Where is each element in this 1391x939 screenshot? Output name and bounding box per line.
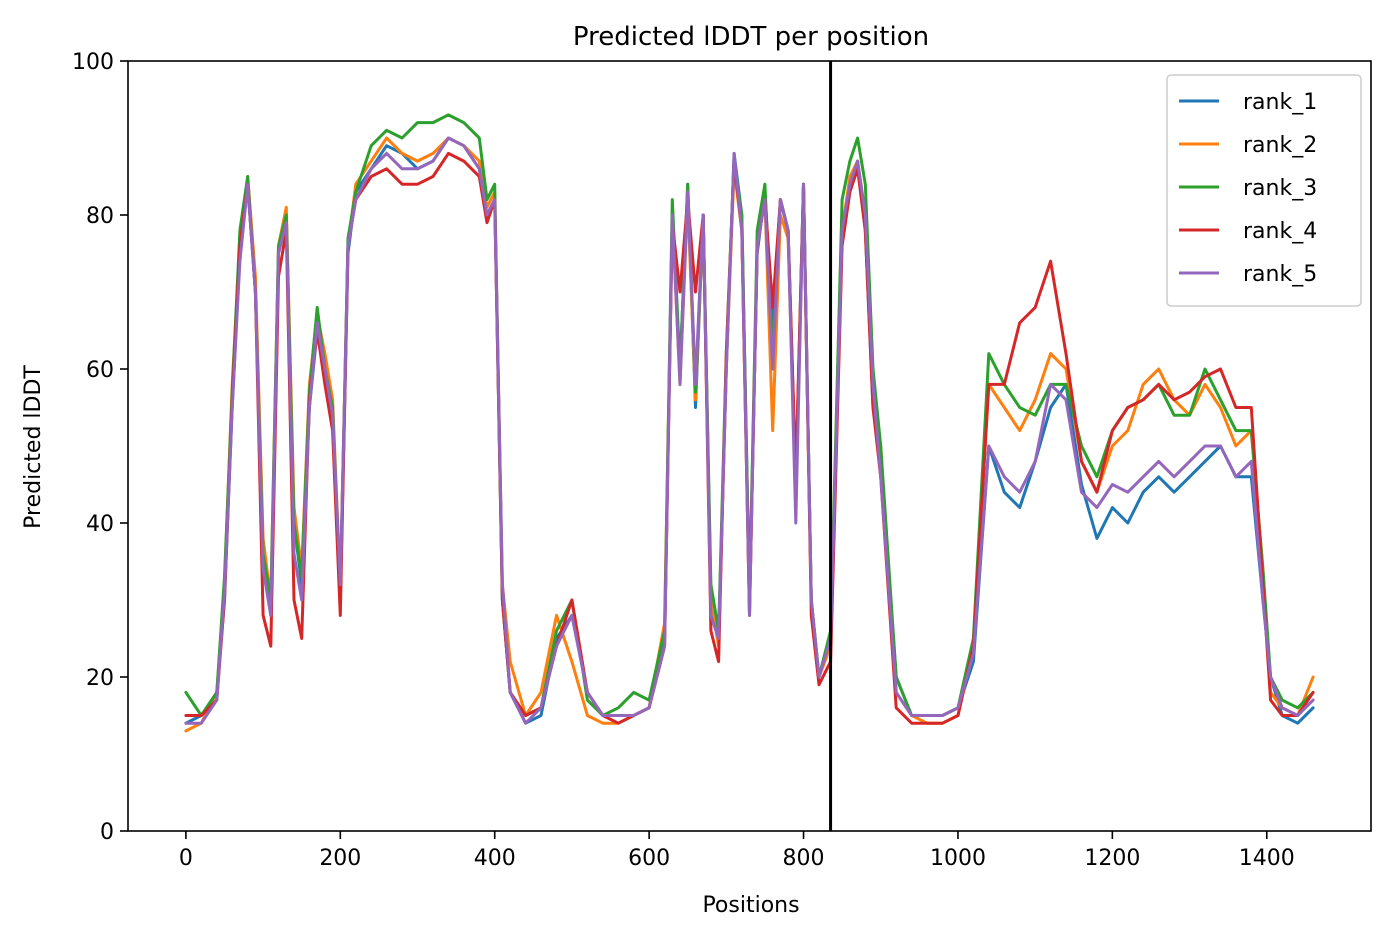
y-tick-label: 0 — [100, 820, 114, 845]
y-tick-label: 20 — [86, 666, 114, 691]
y-tick-label: 40 — [86, 512, 114, 537]
x-tick-label: 1000 — [930, 846, 986, 871]
legend-label: rank_2 — [1243, 133, 1317, 158]
x-tick-label: 1200 — [1084, 846, 1140, 871]
series-line-rank-2 — [184, 136, 1315, 733]
legend-label: rank_1 — [1243, 90, 1317, 115]
x-tick-label: 800 — [783, 846, 825, 871]
y-tick-label: 80 — [86, 204, 114, 229]
legend-label: rank_5 — [1243, 262, 1317, 287]
plot-area — [184, 61, 1315, 831]
y-tick-label: 60 — [86, 358, 114, 383]
series-line-rank-5 — [184, 136, 1315, 725]
legend-label: rank_4 — [1243, 219, 1317, 244]
x-tick-label: 400 — [474, 846, 516, 871]
legend: rank_1 rank_2 rank_3 rank_4 rank_5 — [1166, 74, 1362, 307]
x-tick-label: 200 — [319, 846, 361, 871]
x-tick-label: 600 — [628, 846, 670, 871]
x-axis-label: Positions — [702, 893, 799, 918]
series-group — [184, 113, 1315, 733]
y-axis-label: Predicted lDDT — [21, 365, 46, 529]
series-line-rank-4 — [184, 151, 1315, 725]
y-tick-label: 100 — [72, 50, 114, 75]
legend-label: rank_3 — [1243, 176, 1317, 201]
x-tick-label: 0 — [179, 846, 193, 871]
x-tick-label: 1400 — [1239, 846, 1295, 871]
axes-frame — [127, 60, 1372, 832]
chart-title: Predicted lDDT per position — [573, 22, 929, 52]
axes: 0 200 400 600 800 1000 1200 1400 0 20 40 60 80 100 — [72, 50, 1372, 871]
legend-box — [1166, 74, 1362, 307]
series-line-rank-1 — [184, 136, 1315, 725]
